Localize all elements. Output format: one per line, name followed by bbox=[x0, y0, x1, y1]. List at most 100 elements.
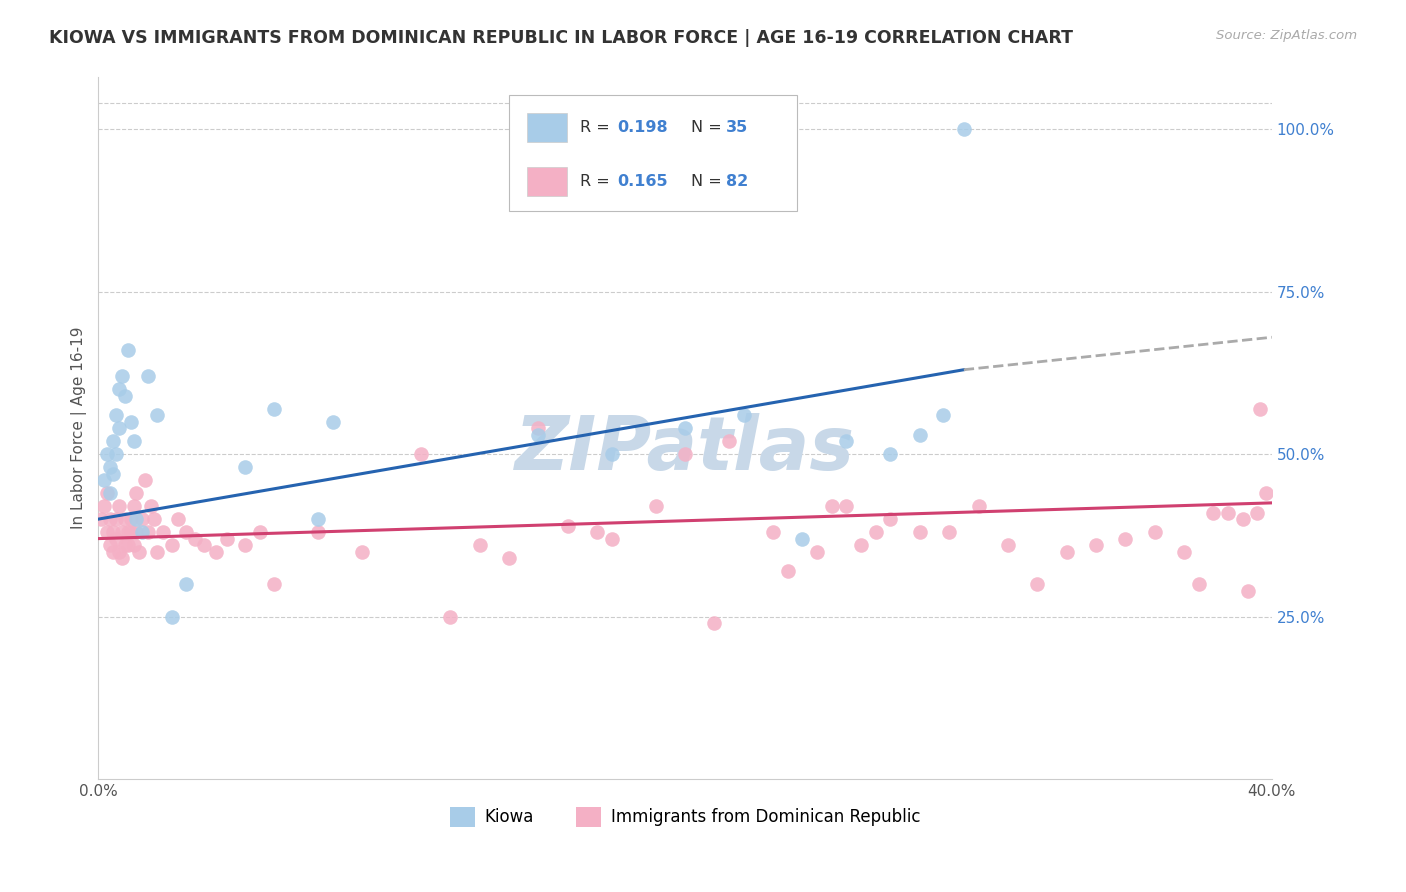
Point bbox=[1114, 532, 1136, 546]
Point bbox=[879, 512, 901, 526]
Point bbox=[108, 544, 131, 558]
Point bbox=[1232, 512, 1254, 526]
Point bbox=[1187, 577, 1209, 591]
Text: N =: N = bbox=[690, 120, 727, 135]
Point bbox=[101, 525, 124, 540]
Point bbox=[821, 499, 844, 513]
Point bbox=[96, 447, 118, 461]
Text: 0.165: 0.165 bbox=[617, 174, 668, 189]
Point bbox=[136, 369, 159, 384]
Point bbox=[776, 564, 799, 578]
Point bbox=[104, 447, 127, 461]
Point bbox=[90, 512, 112, 526]
Point bbox=[122, 434, 145, 449]
Point bbox=[249, 525, 271, 540]
Point bbox=[879, 447, 901, 461]
Text: KIOWA VS IMMIGRANTS FROM DOMINICAN REPUBLIC IN LABOR FORCE | AGE 16-19 CORRELATI: KIOWA VS IMMIGRANTS FROM DOMINICAN REPUB… bbox=[49, 29, 1073, 46]
Point bbox=[98, 538, 121, 552]
Point bbox=[96, 525, 118, 540]
Point bbox=[233, 538, 256, 552]
Point bbox=[98, 486, 121, 500]
Point bbox=[1246, 506, 1268, 520]
Point bbox=[263, 401, 285, 416]
Point bbox=[141, 499, 163, 513]
Point bbox=[101, 467, 124, 481]
Point bbox=[117, 525, 139, 540]
Point bbox=[108, 499, 131, 513]
Point bbox=[792, 532, 814, 546]
Point bbox=[849, 538, 872, 552]
Point bbox=[932, 408, 955, 422]
Legend: Kiowa, Immigrants from Dominican Republic: Kiowa, Immigrants from Dominican Republi… bbox=[443, 800, 927, 834]
Point bbox=[527, 427, 550, 442]
Point bbox=[352, 544, 374, 558]
Point bbox=[193, 538, 215, 552]
Point bbox=[600, 532, 623, 546]
Point bbox=[136, 525, 159, 540]
Point bbox=[98, 460, 121, 475]
Point bbox=[184, 532, 207, 546]
Point bbox=[733, 408, 755, 422]
Point bbox=[104, 532, 127, 546]
Text: N =: N = bbox=[690, 174, 727, 189]
Point bbox=[96, 486, 118, 500]
Point bbox=[835, 434, 858, 449]
Point bbox=[703, 615, 725, 630]
Point bbox=[114, 538, 136, 552]
Point bbox=[806, 544, 828, 558]
Point bbox=[762, 525, 785, 540]
Point bbox=[468, 538, 491, 552]
Point bbox=[938, 525, 960, 540]
Point bbox=[146, 408, 169, 422]
Point bbox=[673, 447, 696, 461]
Point bbox=[644, 499, 666, 513]
Point bbox=[557, 518, 579, 533]
Point bbox=[498, 551, 520, 566]
Text: R =: R = bbox=[579, 174, 614, 189]
Point bbox=[120, 525, 142, 540]
Point bbox=[128, 544, 150, 558]
Point bbox=[527, 421, 550, 435]
Point bbox=[111, 551, 134, 566]
Point bbox=[600, 447, 623, 461]
Text: 0.198: 0.198 bbox=[617, 120, 668, 135]
Point bbox=[93, 499, 115, 513]
Point bbox=[111, 369, 134, 384]
Point bbox=[160, 609, 183, 624]
Point bbox=[131, 512, 153, 526]
Point bbox=[98, 512, 121, 526]
Point bbox=[307, 512, 329, 526]
Point bbox=[409, 447, 432, 461]
Point bbox=[120, 512, 142, 526]
Point bbox=[1202, 506, 1225, 520]
Point bbox=[122, 499, 145, 513]
Point bbox=[108, 382, 131, 396]
Point bbox=[122, 538, 145, 552]
Point bbox=[101, 544, 124, 558]
Point bbox=[176, 577, 198, 591]
Point bbox=[108, 421, 131, 435]
FancyBboxPatch shape bbox=[509, 95, 797, 211]
Point bbox=[114, 512, 136, 526]
Point bbox=[673, 421, 696, 435]
Point bbox=[93, 473, 115, 487]
Point bbox=[586, 525, 609, 540]
Text: Source: ZipAtlas.com: Source: ZipAtlas.com bbox=[1216, 29, 1357, 42]
Point bbox=[120, 415, 142, 429]
Point bbox=[125, 525, 148, 540]
Point bbox=[1143, 525, 1166, 540]
FancyBboxPatch shape bbox=[527, 167, 567, 196]
Point bbox=[1026, 577, 1049, 591]
Point bbox=[865, 525, 887, 540]
Point bbox=[104, 408, 127, 422]
Point bbox=[967, 499, 990, 513]
Point bbox=[176, 525, 198, 540]
Point bbox=[125, 486, 148, 500]
Point bbox=[114, 389, 136, 403]
Point bbox=[908, 525, 931, 540]
Text: ZIPatlas: ZIPatlas bbox=[515, 413, 855, 486]
Point bbox=[1173, 544, 1195, 558]
Point bbox=[908, 427, 931, 442]
Point bbox=[1056, 544, 1078, 558]
Point bbox=[307, 525, 329, 540]
